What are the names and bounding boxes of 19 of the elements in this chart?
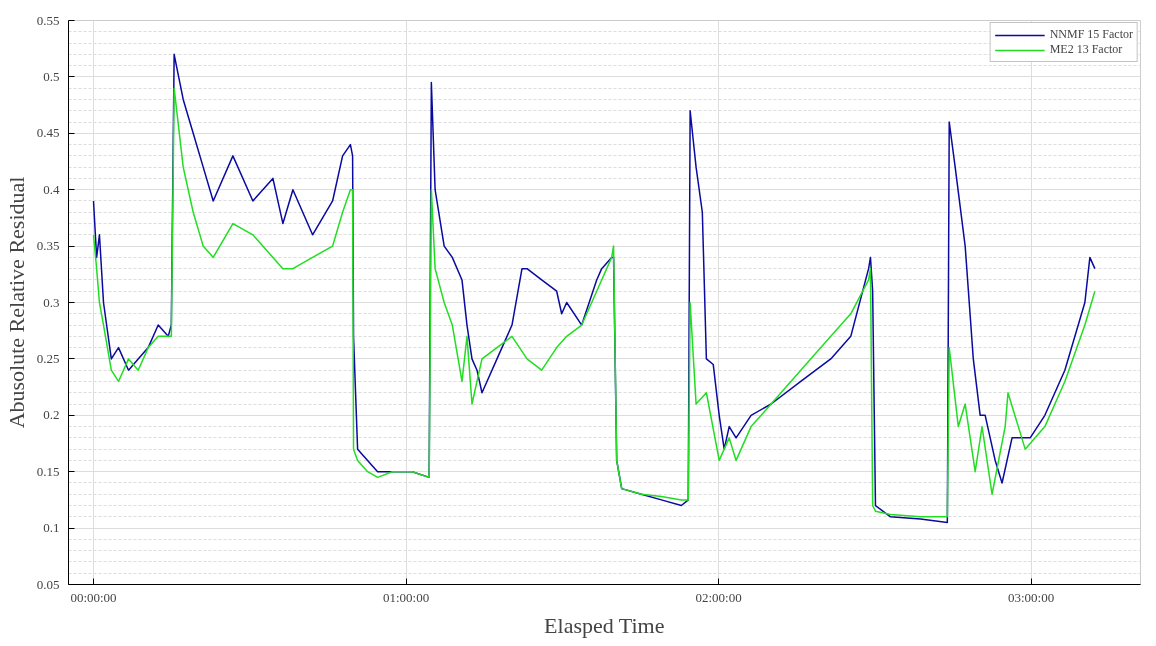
legend-label: NNMF 15 Factor: [1049, 27, 1133, 42]
x-tick-label: 03:00:00: [1008, 589, 1055, 605]
x-axis-title: Elasped Time: [544, 612, 665, 638]
y-tick-label: 0.5: [43, 68, 60, 84]
y-tick-label: 0.25: [36, 350, 60, 366]
y-tick-label: 0.15: [36, 463, 60, 479]
y-tick-label: 0.55: [36, 12, 60, 28]
x-tick-label: 02:00:00: [695, 589, 742, 605]
y-tick-label: 0.2: [43, 407, 60, 423]
y-axis-title: Abusolute Relative Residual: [3, 176, 29, 429]
y-tick-label: 0.45: [36, 125, 60, 141]
y-tick-label: 0.05: [36, 576, 60, 592]
x-tick-label: 00:00:00: [70, 589, 117, 605]
legend-label: ME2 13 Factor: [1049, 42, 1123, 57]
y-tick-label: 0.35: [36, 238, 60, 254]
y-tick-label: 0.1: [43, 520, 60, 536]
x-tick-label: 01:00:00: [382, 589, 430, 605]
y-tick-label: 0.3: [43, 294, 60, 310]
y-tick-label: 0.4: [43, 181, 60, 197]
